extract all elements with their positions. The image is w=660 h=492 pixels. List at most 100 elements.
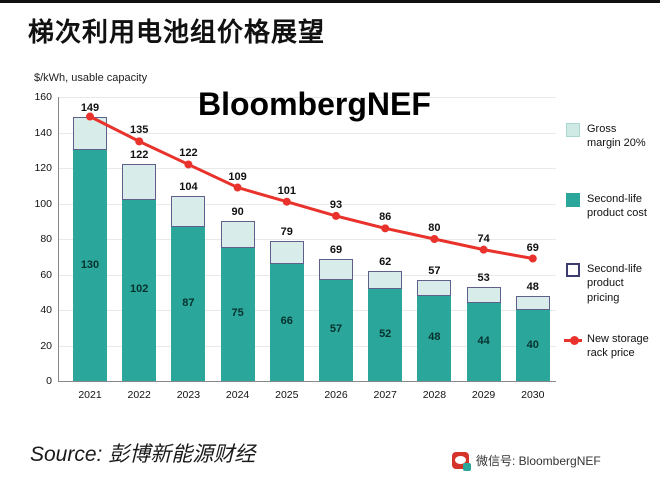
legend-item-light: Gross margin 20% (566, 122, 651, 151)
xtick-label-2026: 2026 (324, 389, 348, 401)
gross-margin-segment-2029 (466, 286, 501, 303)
wechat-bubble-shape (455, 456, 466, 464)
cost-segment-2021 (73, 150, 107, 381)
bar-cost-label-2021: 130 (80, 258, 100, 271)
gross-margin-segment-2025 (269, 240, 304, 264)
ytick-label-40: 40 (40, 304, 52, 316)
line-point-2024 (233, 183, 242, 192)
line-point-2029 (479, 245, 488, 254)
gross-margin-segment-2027 (368, 270, 403, 289)
line-point-2023 (184, 160, 193, 169)
line-value-label-2027: 86 (379, 211, 392, 224)
new-storage-rack-price-line (86, 112, 537, 263)
bar-total-label-2025: 79 (280, 225, 293, 238)
y-axis-unit-label: $/kWh, usable capacity (34, 72, 148, 84)
legend-item-line: New storage rack price (564, 332, 651, 361)
bar-cost-label-2025: 66 (280, 315, 293, 328)
cost-segment-2029 (466, 302, 501, 381)
wechat-teal-shape (463, 463, 471, 471)
bar-2022 (122, 164, 157, 381)
cost-segment-2023 (171, 226, 206, 381)
legend-line-dot (570, 336, 579, 345)
bar-2028 (417, 279, 452, 381)
legend-label-0: Gross margin 20% (587, 123, 646, 150)
line-value-label-2023: 122 (179, 147, 198, 160)
bar-total-label-2028: 57 (428, 264, 441, 277)
wechat-label: 微信号: BloombergNEF (476, 454, 601, 468)
bar-2030 (515, 295, 550, 381)
line-point-2026 (332, 211, 340, 220)
line-value-label-2025: 101 (277, 184, 296, 197)
ytick-label-160: 160 (34, 91, 52, 103)
ytick-label-20: 20 (40, 339, 52, 352)
line-point-2028 (430, 235, 439, 243)
line-point-2021 (86, 112, 94, 121)
gross-margin-segment-2026 (319, 258, 353, 280)
gross-margin-segment-2024 (220, 221, 255, 248)
xtick-label-2025: 2025 (275, 389, 299, 401)
gridline-160 (58, 97, 556, 98)
legend-swatch-outline (566, 263, 580, 277)
bar-total-label-2023: 104 (179, 181, 198, 194)
bar-2027 (368, 270, 403, 381)
ytick-label-60: 60 (40, 268, 52, 281)
ytick-label-0: 0 (46, 375, 52, 387)
ytick-label-80: 80 (40, 233, 52, 245)
xtick-label-2024: 2024 (225, 389, 250, 401)
gross-margin-segment-2028 (417, 279, 452, 296)
gridline-0 (58, 381, 556, 382)
gridline-20 (58, 345, 556, 347)
line-value-label-2024: 109 (228, 170, 247, 183)
gross-margin-segment-2022 (122, 164, 157, 200)
wechat-icon (452, 452, 471, 471)
bar-cost-label-2028: 48 (428, 331, 441, 344)
cost-segment-2030 (515, 310, 550, 381)
bar-2026 (319, 258, 353, 381)
bar-total-label-2026: 69 (329, 243, 343, 256)
cost-segment-2028 (417, 295, 452, 381)
bar-cost-label-2024: 75 (231, 307, 244, 320)
ytick-label-140: 140 (34, 126, 52, 139)
gridline-100 (58, 203, 556, 205)
bar-total-label-2024: 90 (231, 206, 244, 219)
line-value-label-2029: 74 (477, 232, 490, 245)
bar-2029 (466, 286, 501, 381)
xtick-label-2021: 2021 (78, 389, 102, 401)
cost-segment-2027 (368, 288, 403, 381)
legend-label-1: Second-life product cost (587, 193, 647, 220)
bar-total-label-2027: 62 (379, 255, 392, 268)
bar-2024 (220, 221, 255, 381)
gridline-120 (58, 168, 556, 169)
y-axis-line (58, 97, 59, 381)
gridline-40 (58, 310, 556, 311)
xtick-label-2027: 2027 (373, 389, 397, 401)
gridline-140 (58, 132, 556, 134)
bar-2023 (171, 196, 206, 381)
gridline-60 (58, 274, 556, 276)
cost-segment-2026 (319, 279, 353, 381)
gross-margin-segment-2030 (515, 295, 550, 310)
line-value-label-2030: 69 (526, 241, 539, 254)
line-value-label-2028: 80 (428, 222, 441, 234)
bar-total-label-2030: 48 (526, 280, 539, 293)
xtick-label-2023: 2023 (176, 389, 201, 401)
ytick-label-120: 120 (34, 162, 52, 174)
ytick-label-100: 100 (34, 197, 52, 210)
gridline-80 (58, 239, 556, 240)
page-title: 梯次利用电池组价格展望 (28, 17, 326, 47)
legend-label-3: New storage rack price (587, 333, 649, 360)
bar-total-label-2021: 149 (80, 101, 100, 114)
wechat-badge: 微信号: BloombergNEF (452, 452, 601, 471)
gross-margin-segment-2023 (171, 196, 206, 227)
legend-swatch-solid (566, 193, 580, 207)
cost-segment-2024 (220, 247, 255, 381)
legend-swatch-light (566, 123, 580, 137)
legend-swatch-line (564, 333, 582, 347)
line-value-label-2022: 135 (130, 124, 149, 137)
xtick-label-2022: 2022 (127, 389, 151, 401)
legend-item-solid: Second-life product cost (566, 192, 651, 221)
line-point-2030 (528, 254, 537, 263)
line-value-label-2026: 93 (329, 198, 343, 211)
bar-cost-label-2027: 52 (379, 327, 392, 340)
